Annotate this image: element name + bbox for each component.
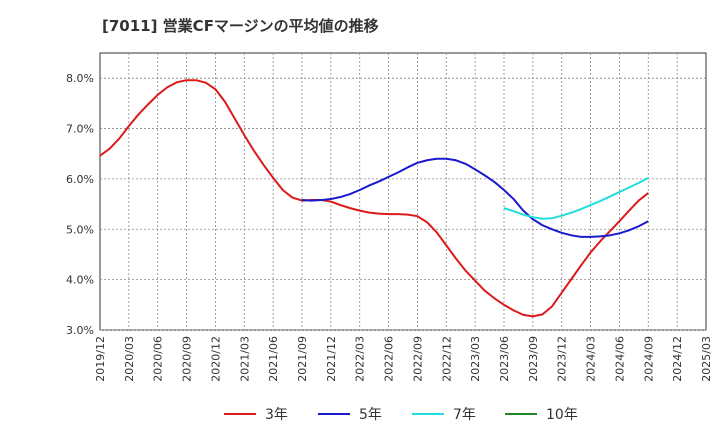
x-tick-label: 2024/03 [585,336,598,382]
x-tick-label: 2024/06 [613,336,626,382]
x-tick-label: 2020/12 [209,336,222,382]
x-tick-label: 2022/12 [440,336,453,382]
legend-label: 10年 [546,407,578,423]
grid-lines [100,53,706,331]
x-tick-label: 2023/06 [498,336,511,382]
y-tick-label: 7.0% [66,123,94,136]
x-tick-label: 2021/09 [296,336,309,382]
legend: 3年 5年 7年 10年 [224,407,578,423]
y-tick-label: 6.0% [66,173,94,186]
chart-title: [7011] 営業CFマージンの平均値の推移 [102,17,379,35]
legend-label: 5年 [359,407,382,423]
x-tick-label: 2021/03 [238,336,251,382]
x-tick-label: 2024/12 [671,336,684,382]
x-tick-label: 2021/12 [325,336,338,382]
series-line-1 [301,157,649,238]
x-tick-label: 2019/12 [94,336,107,382]
y-tick-label: 8.0% [66,72,94,85]
x-tick-label: 2020/06 [152,336,165,382]
x-tick-label: 2021/06 [267,336,280,382]
series-line-0 [99,79,649,318]
x-tick-label: 2022/06 [383,336,396,382]
x-tick-label: 2020/03 [123,336,136,382]
legend-label: 3年 [265,407,288,423]
x-tick-label: 2023/09 [527,336,540,382]
plot-area [99,52,707,331]
series-line-2 [503,177,649,220]
y-tick-label: 3.0% [66,324,94,337]
y-tick-label: 4.0% [66,274,94,287]
x-axis-ticks: 2019/12 2020/03 2020/06 2020/09 2020/12 2021/… [94,336,713,382]
x-tick-label: 2022/09 [411,336,424,382]
y-tick-label: 5.0% [66,223,94,236]
x-tick-label: 2023/03 [469,336,482,382]
legend-label: 7年 [453,407,476,423]
x-tick-label: 2022/03 [354,336,367,382]
y-axis-ticks: 3.0% 4.0% 5.0% 6.0% 7.0% 8.0% [66,72,94,337]
series-lines [99,79,649,318]
x-tick-label: 2020/09 [181,336,194,382]
x-tick-label: 2024/09 [642,336,655,382]
x-tick-label: 2025/03 [700,336,713,382]
x-tick-label: 2023/12 [556,336,569,382]
